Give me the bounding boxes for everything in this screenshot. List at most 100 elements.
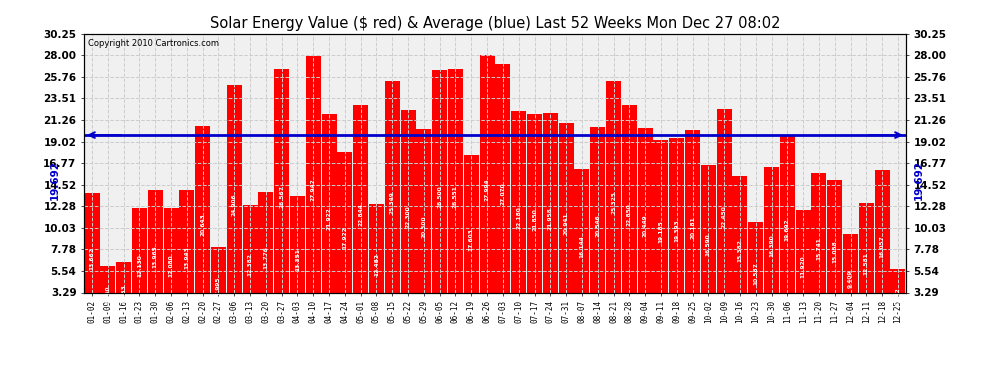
Text: 19.692: 19.692 bbox=[914, 160, 924, 200]
Bar bbox=[558, 123, 573, 324]
Text: 26.500: 26.500 bbox=[438, 186, 443, 208]
Text: 21.922: 21.922 bbox=[327, 207, 332, 230]
Bar bbox=[385, 81, 400, 324]
Text: 7.995: 7.995 bbox=[216, 276, 221, 295]
Bar bbox=[195, 126, 210, 324]
Bar bbox=[574, 169, 589, 324]
Text: 15.058: 15.058 bbox=[833, 240, 838, 263]
Text: 17.603: 17.603 bbox=[469, 228, 474, 251]
Bar bbox=[543, 113, 557, 324]
Text: 27.942: 27.942 bbox=[311, 178, 316, 201]
Text: 16.390: 16.390 bbox=[769, 234, 774, 257]
Text: 27.994: 27.994 bbox=[484, 178, 490, 201]
Bar bbox=[243, 205, 257, 324]
Bar bbox=[479, 56, 495, 324]
Text: 9.409: 9.409 bbox=[848, 270, 853, 288]
Bar bbox=[780, 135, 795, 324]
Bar bbox=[417, 129, 432, 324]
Text: 20.643: 20.643 bbox=[200, 214, 205, 236]
Bar bbox=[859, 203, 874, 324]
Bar bbox=[338, 152, 352, 324]
Text: 20.546: 20.546 bbox=[595, 214, 600, 237]
Bar bbox=[495, 64, 511, 324]
Bar bbox=[100, 266, 116, 324]
Text: 20.449: 20.449 bbox=[643, 214, 647, 237]
Bar bbox=[796, 210, 811, 324]
Title: Solar Energy Value ($ red) & Average (blue) Last 52 Weeks Mon Dec 27 08:02: Solar Energy Value ($ red) & Average (bl… bbox=[210, 16, 780, 31]
Bar bbox=[401, 110, 416, 324]
Bar bbox=[843, 234, 858, 324]
Bar bbox=[890, 269, 906, 324]
Text: 13.943: 13.943 bbox=[184, 246, 189, 268]
Text: 15.741: 15.741 bbox=[817, 237, 822, 260]
Text: 20.941: 20.941 bbox=[563, 212, 568, 235]
Bar bbox=[433, 70, 447, 324]
Text: 19.692: 19.692 bbox=[50, 160, 59, 200]
Bar bbox=[874, 170, 890, 324]
Text: 13.351: 13.351 bbox=[295, 249, 300, 272]
Text: 26.551: 26.551 bbox=[453, 185, 458, 208]
Bar bbox=[590, 127, 605, 324]
Text: 19.393: 19.393 bbox=[674, 220, 679, 242]
Text: 12.130: 12.130 bbox=[137, 255, 142, 277]
Bar bbox=[148, 190, 162, 324]
Bar bbox=[290, 196, 305, 324]
Text: 27.070: 27.070 bbox=[500, 183, 506, 206]
Text: 24.906: 24.906 bbox=[232, 193, 237, 216]
Bar bbox=[812, 173, 827, 324]
Bar bbox=[116, 262, 131, 324]
Text: 25.325: 25.325 bbox=[611, 191, 616, 214]
Text: 26.567: 26.567 bbox=[279, 185, 284, 208]
Bar bbox=[179, 190, 194, 324]
Text: 19.692: 19.692 bbox=[785, 218, 790, 241]
Bar bbox=[448, 69, 463, 324]
Text: 22.850: 22.850 bbox=[627, 203, 632, 226]
Bar bbox=[669, 138, 684, 324]
Text: 22.300: 22.300 bbox=[406, 206, 411, 228]
Bar bbox=[622, 105, 637, 324]
Text: 6.030: 6.030 bbox=[105, 286, 110, 304]
Bar bbox=[733, 177, 747, 324]
Bar bbox=[322, 114, 337, 324]
Bar bbox=[227, 85, 242, 324]
Text: 16.590: 16.590 bbox=[706, 233, 711, 256]
Text: Copyright 2010 Cartronics.com: Copyright 2010 Cartronics.com bbox=[88, 39, 219, 48]
Bar bbox=[132, 208, 147, 324]
Bar bbox=[274, 69, 289, 324]
Bar bbox=[511, 111, 527, 324]
Bar bbox=[685, 130, 700, 324]
Bar bbox=[258, 192, 273, 324]
Bar bbox=[606, 81, 621, 324]
Text: 12.581: 12.581 bbox=[864, 252, 869, 275]
Text: 20.300: 20.300 bbox=[422, 215, 427, 238]
Bar bbox=[369, 204, 384, 324]
Bar bbox=[527, 114, 542, 324]
Text: 16.144: 16.144 bbox=[579, 235, 584, 258]
Bar bbox=[306, 56, 321, 324]
Text: 21.850: 21.850 bbox=[532, 208, 537, 231]
Bar bbox=[653, 140, 668, 324]
Text: 12.482: 12.482 bbox=[374, 253, 379, 276]
Text: 13.965: 13.965 bbox=[152, 246, 157, 268]
Text: 10.587: 10.587 bbox=[753, 262, 758, 285]
Text: 12.080: 12.080 bbox=[168, 255, 173, 278]
Text: 13.776: 13.776 bbox=[263, 246, 268, 269]
Text: 21.958: 21.958 bbox=[547, 207, 552, 230]
Bar bbox=[84, 193, 100, 324]
Bar bbox=[463, 155, 479, 324]
Bar bbox=[638, 128, 652, 324]
Bar bbox=[701, 165, 716, 324]
Text: 22.844: 22.844 bbox=[358, 203, 363, 226]
Text: 13.662: 13.662 bbox=[89, 247, 95, 270]
Text: 5.742: 5.742 bbox=[895, 287, 901, 306]
Text: 15.382: 15.382 bbox=[738, 239, 742, 262]
Text: 22.180: 22.180 bbox=[516, 206, 521, 229]
Bar bbox=[353, 105, 368, 324]
Text: 12.382: 12.382 bbox=[248, 253, 252, 276]
Bar bbox=[828, 180, 842, 324]
Bar bbox=[748, 222, 763, 324]
Bar bbox=[717, 109, 732, 324]
Text: 20.181: 20.181 bbox=[690, 216, 695, 238]
Bar bbox=[764, 167, 779, 324]
Text: 11.920: 11.920 bbox=[801, 255, 806, 278]
